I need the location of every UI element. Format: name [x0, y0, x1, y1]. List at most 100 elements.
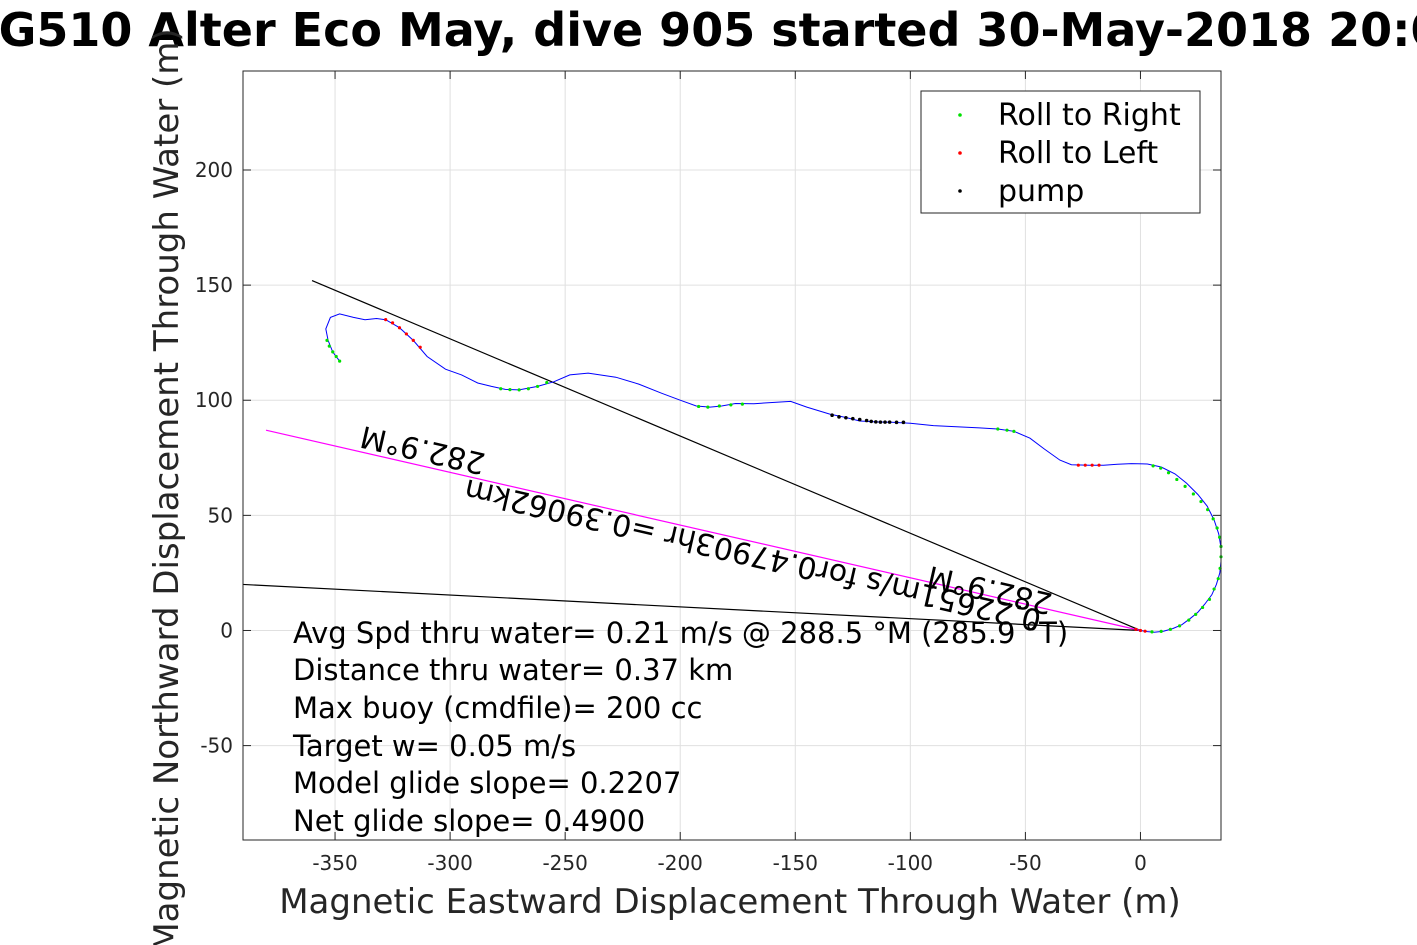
reference-line	[242, 583, 1141, 632]
roll-right-point	[1191, 492, 1195, 496]
pump-point	[830, 413, 834, 418]
reference-lines	[242, 279, 1141, 632]
pump-point	[878, 420, 883, 424]
roll-right-point	[1194, 612, 1198, 616]
roll-right-point	[996, 427, 1000, 431]
x-tick-label: -150	[773, 851, 818, 875]
summary-line-target-w: Target w= 0.05 m/s	[292, 729, 576, 763]
pump-point	[844, 415, 848, 420]
legend-box	[920, 90, 1201, 214]
roll-right-point	[1151, 464, 1155, 468]
summary-line-distance: Distance thru water= 0.37 km	[293, 653, 733, 687]
roll-left-point	[1138, 628, 1143, 633]
roll-right-point	[717, 404, 721, 408]
pump-point	[883, 420, 887, 424]
legend-marker-roll-right	[958, 113, 962, 117]
pump-point	[851, 416, 855, 421]
roll-right-point	[1150, 630, 1154, 634]
y-tick-label: 150	[195, 273, 233, 297]
roll-right-point	[1216, 577, 1220, 581]
roll-right-point	[526, 387, 530, 391]
roll-right-point	[1175, 477, 1179, 482]
roll-right-point	[334, 354, 338, 359]
roll-left-point	[1134, 627, 1138, 631]
roll-right-point	[1183, 484, 1187, 488]
roll-right-point	[697, 404, 701, 409]
x-tick-label: -350	[312, 851, 357, 875]
roll-right-point	[1199, 499, 1203, 504]
roll-right-point	[1168, 627, 1172, 631]
pump-point	[837, 415, 841, 419]
ticks: -350 -300 -250 -200 -150 -100 -50 0 -50 0 50 100 150…	[195, 71, 1221, 875]
summary-line-avg-speed: Avg Spd thru water= 0.21 m/s @ 288.5 °M …	[293, 616, 1068, 650]
roll-left-point	[418, 345, 422, 349]
roll-left-point	[390, 321, 395, 325]
summary-line-net-glide: Net glide slope= 0.4900	[293, 804, 645, 838]
x-tick-label: -50	[1009, 851, 1042, 875]
marker-layer	[325, 318, 1223, 634]
reference-line	[265, 429, 1141, 632]
roll-right-point	[1215, 526, 1219, 530]
legend-label-roll-right: Roll to Right	[998, 98, 1181, 133]
x-tick-label: 0	[1134, 851, 1147, 875]
roll-right-point	[1207, 597, 1212, 601]
roll-right-point	[1206, 508, 1210, 512]
y-tick-label: 0	[220, 618, 233, 642]
pump-point	[864, 418, 869, 423]
x-tick-label: -300	[427, 851, 472, 875]
roll-right-point	[1012, 429, 1016, 433]
x-tick-label: -100	[888, 851, 933, 875]
summary-text-box: Avg Spd thru water= 0.21 m/s @ 288.5 °M …	[292, 616, 1068, 838]
roll-right-point	[706, 405, 710, 409]
chart-title: SG510 Alter Eco May, dive 905 started 30…	[0, 3, 1417, 57]
x-tick-label: -250	[542, 851, 587, 875]
roll-right-point	[1005, 428, 1009, 432]
y-tick-label: -50	[200, 734, 233, 758]
roll-right-point	[1159, 629, 1163, 634]
y-tick-label: 100	[195, 388, 233, 412]
roll-right-point	[545, 380, 549, 385]
roll-right-point	[499, 387, 503, 391]
y-axis-label: Magnetic Northward Displacement Through …	[147, 28, 187, 945]
pump-point	[901, 420, 906, 425]
roll-right-point	[1166, 471, 1171, 475]
roll-right-point	[535, 384, 540, 389]
legend-label-pump: pump	[998, 174, 1084, 209]
roll-right-point	[1212, 587, 1216, 591]
legend-marker-roll-left	[958, 151, 962, 155]
pump-point	[894, 420, 899, 425]
roll-left-point	[1076, 463, 1080, 467]
roll-right-point	[740, 402, 744, 406]
x-axis-label: Magnetic Eastward Displacement Through W…	[279, 882, 1181, 922]
roll-left-point	[384, 318, 388, 322]
roll-left-point	[1090, 463, 1094, 467]
roll-left-point	[1097, 463, 1101, 467]
summary-line-model-glide: Model glide slope= 0.2207	[293, 766, 681, 800]
roll-right-point	[331, 350, 335, 354]
legend-label-roll-left: Roll to Left	[998, 136, 1158, 171]
axes-box	[242, 70, 1222, 841]
pump-point	[874, 420, 878, 424]
roll-right-point	[1218, 535, 1222, 539]
roll-left-point	[397, 326, 402, 330]
y-tick-label: 200	[195, 158, 233, 182]
pump-point	[869, 419, 874, 424]
roll-right-point	[517, 388, 521, 392]
roll-right-point	[1211, 517, 1215, 521]
pump-point	[887, 420, 892, 424]
roll-right-point	[1200, 605, 1205, 610]
roll-right-point	[1187, 618, 1191, 622]
legend-marker-pump	[958, 189, 962, 193]
summary-line-max-buoy: Max buoy (cmdfile)= 200 cc	[293, 691, 702, 725]
roll-right-point	[325, 338, 329, 342]
roll-right-point	[327, 344, 331, 348]
roll-right-point	[1177, 624, 1182, 628]
roll-right-point	[338, 359, 342, 363]
roll-left-point	[1143, 629, 1147, 633]
roll-left-point	[411, 338, 415, 342]
legend: Roll to Right Roll to Left pump	[920, 90, 1201, 214]
roll-right-point	[729, 403, 733, 407]
x-tick-label: -200	[658, 851, 703, 875]
roll-left-point	[1083, 463, 1087, 467]
pump-point	[857, 417, 862, 422]
